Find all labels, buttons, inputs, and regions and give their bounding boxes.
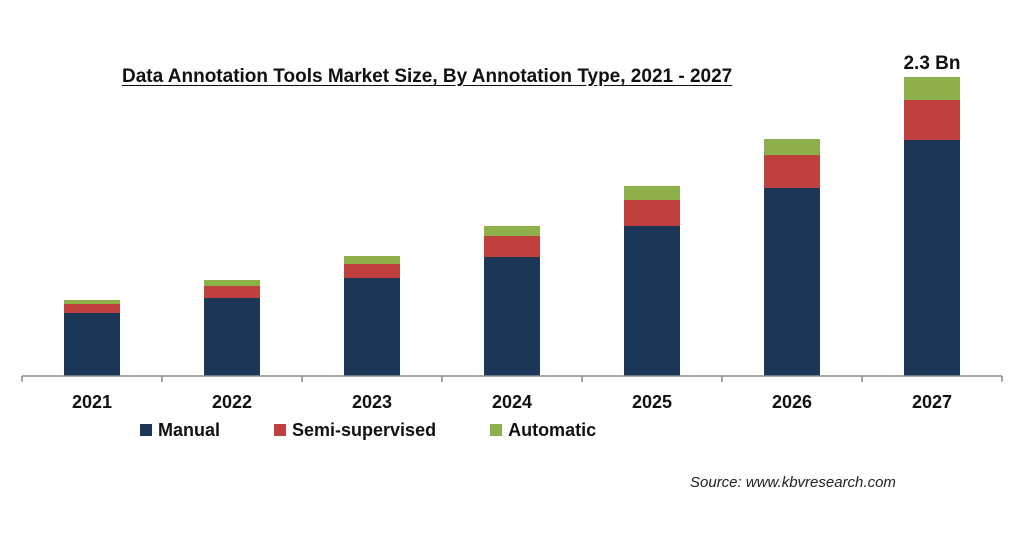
bar-automatic-2024 xyxy=(484,226,540,236)
bar-automatic-2027 xyxy=(904,77,960,100)
plot-area: 2021 2022 2023 2024 2025 2026 2027 xyxy=(21,77,1003,412)
x-tick-label-2027: 2027 xyxy=(912,392,952,412)
bar-manual-2026 xyxy=(764,188,820,376)
total-annotation-2027: 2.3 Bn xyxy=(903,53,961,74)
bar-automatic-2023 xyxy=(344,256,400,264)
legend-label-automatic: Automatic xyxy=(508,419,597,440)
x-tick-label-2021: 2021 xyxy=(72,392,112,412)
bar-semi-supervised-2021 xyxy=(64,304,120,313)
bar-manual-2022 xyxy=(204,298,260,376)
x-tick-label-2025: 2025 xyxy=(632,392,672,412)
source-note: Source: www.kbvresearch.com xyxy=(690,474,896,491)
x-tick-label-2022: 2022 xyxy=(212,392,252,412)
bar-automatic-2022 xyxy=(204,280,260,286)
legend-swatch-manual xyxy=(140,424,152,436)
x-tick-label-2023: 2023 xyxy=(352,392,392,412)
legend: Manual Semi-supervised Automatic xyxy=(140,418,650,442)
legend-swatch-semi-supervised xyxy=(274,424,287,436)
bar-semi-supervised-2024 xyxy=(484,236,540,257)
bar-automatic-2026 xyxy=(764,139,820,155)
bar-manual-2024 xyxy=(484,257,540,376)
bar-manual-2025 xyxy=(624,226,680,376)
chart-title: Data Annotation Tools Market Size, By An… xyxy=(122,66,733,87)
bar-automatic-2025 xyxy=(624,186,680,200)
legend-swatch-automatic xyxy=(490,424,503,436)
bar-semi-supervised-2026 xyxy=(764,155,820,188)
x-tick-label-2026: 2026 xyxy=(772,392,812,412)
legend-item-automatic: Automatic xyxy=(490,420,596,441)
bar-manual-2021 xyxy=(64,313,120,376)
legend-label-semi-supervised: Semi-supervised xyxy=(292,419,437,440)
x-tick-label-2024: 2024 xyxy=(492,392,532,412)
bar-automatic-2021 xyxy=(64,300,120,304)
bar-semi-supervised-2025 xyxy=(624,200,680,226)
legend-label-manual: Manual xyxy=(158,419,221,440)
bar-semi-supervised-2027 xyxy=(904,100,960,140)
x-axis: 2021 2022 2023 2024 2025 2026 2027 xyxy=(21,375,1003,412)
legend-item-manual: Manual xyxy=(140,420,220,441)
bars-layer xyxy=(64,77,960,376)
bar-manual-2023 xyxy=(344,278,400,376)
bar-semi-supervised-2023 xyxy=(344,264,400,278)
legend-item-semi-supervised: Semi-supervised xyxy=(274,420,436,441)
bar-semi-supervised-2022 xyxy=(204,286,260,298)
bar-manual-2027 xyxy=(904,140,960,376)
